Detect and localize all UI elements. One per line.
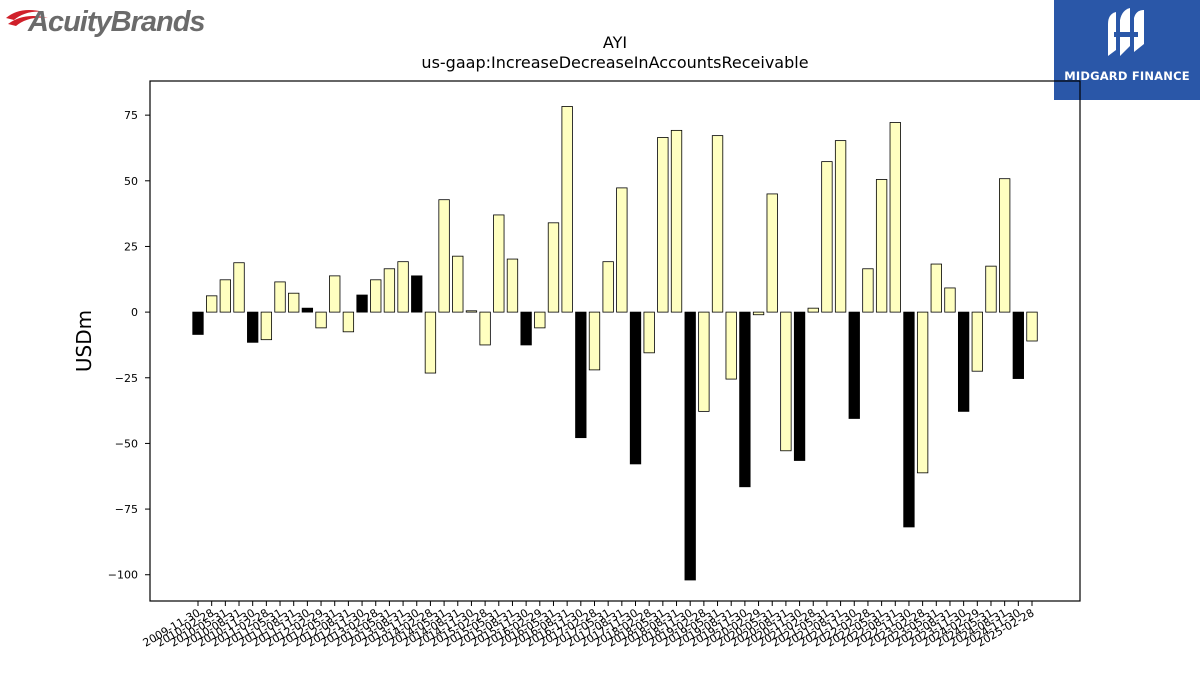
bar-2011-11-30 <box>301 307 314 313</box>
bar-2016-02-29 <box>534 311 546 329</box>
bar-2020-11-30 <box>793 311 806 461</box>
bars-group <box>192 106 1038 581</box>
y-tick-label: 75 <box>124 109 138 122</box>
bar-2023-11-30 <box>957 311 970 412</box>
bar-2019-11-30 <box>739 311 751 488</box>
bar-2012-05-31 <box>329 275 341 313</box>
bar-2023-02-28 <box>916 311 929 474</box>
bar-2017-02-28 <box>588 311 601 371</box>
bar-2021-08-31 <box>834 140 847 313</box>
bar-2013-08-31 <box>397 261 409 313</box>
bar-2013-05-31 <box>383 268 396 313</box>
bar-2018-02-28 <box>643 311 655 354</box>
acuity-brands-logo-text: AcuityBrands <box>27 6 205 38</box>
bar-2016-05-31 <box>547 222 560 313</box>
bar-2019-05-31 <box>711 135 724 313</box>
bar-2010-11-30 <box>247 311 259 343</box>
y-tick-label: −100 <box>108 569 138 582</box>
bar-2017-08-31 <box>616 187 628 313</box>
bar-2015-05-31 <box>493 214 505 313</box>
bar-2014-08-31 <box>452 255 464 313</box>
bar-2011-05-31 <box>274 281 286 313</box>
bar-2024-11-30 <box>1012 311 1024 379</box>
bar-2023-08-31 <box>944 287 956 313</box>
bar-2023-05-31 <box>930 263 942 313</box>
bar-2019-08-31 <box>725 311 737 380</box>
bar-2013-02-28 <box>370 279 382 313</box>
y-axis-ticks: −100 −75 −50 −25 0 25 50 75 <box>108 109 150 582</box>
chart-title: AYI <box>603 33 627 52</box>
y-tick-label: −75 <box>115 503 138 516</box>
bar-2012-08-31 <box>342 311 355 333</box>
bar-2021-11-30 <box>848 311 860 419</box>
acuity-brands-logo-mark: AcuityBrands <box>6 6 206 38</box>
bar-2024-08-31 <box>999 178 1011 313</box>
plot-frame <box>149 80 1081 602</box>
bar-2021-05-31 <box>821 161 833 313</box>
bar-2014-11-30 <box>465 310 478 313</box>
bar-2012-11-30 <box>356 294 368 313</box>
bar-2016-11-30 <box>575 311 587 439</box>
bar-2018-11-30 <box>684 311 696 581</box>
y-tick-label: 0 <box>131 306 138 319</box>
bar-2021-02-28 <box>807 307 819 313</box>
bar-2010-02-28 <box>206 295 218 313</box>
acuity-brands-logo: AcuityBrands <box>4 2 224 40</box>
bar-2014-05-31 <box>438 199 450 313</box>
bar-2024-05-31 <box>985 265 997 313</box>
bar-2024-02-29 <box>971 311 983 372</box>
bar-2020-08-31 <box>780 311 792 452</box>
y-axis-label: USDm <box>72 310 96 372</box>
x-axis-ticks: 2009-11-302010-02-282010-05-312010-08-31… <box>141 601 1037 650</box>
y-tick-label: 25 <box>124 240 138 253</box>
bar-2014-02-28 <box>424 311 437 374</box>
bar-2025-02-28 <box>1026 311 1038 342</box>
bar-2015-11-30 <box>520 311 532 346</box>
y-tick-label: −50 <box>115 437 138 450</box>
bar-2018-05-31 <box>657 137 669 313</box>
bar-2017-11-30 <box>629 311 642 465</box>
midgard-finance-logo: MIDGARD FINANCE <box>1054 0 1200 100</box>
bar-2022-02-28 <box>862 268 874 313</box>
midgard-finance-emblem-icon <box>1108 8 1144 56</box>
bar-2012-02-29 <box>315 311 327 329</box>
chart-subtitle: us-gaap:IncreaseDecreaseInAccountsReceiv… <box>421 53 808 72</box>
bar-2011-02-28 <box>260 311 273 341</box>
bar-2009-11-30 <box>192 311 204 335</box>
midgard-finance-logo-text: MIDGARD FINANCE <box>1064 69 1190 83</box>
bar-2017-05-31 <box>602 261 614 313</box>
bar-2011-08-31 <box>288 292 300 313</box>
bar-2022-08-31 <box>889 122 901 313</box>
bar-2010-05-31 <box>219 279 231 313</box>
bar-2020-02-29 <box>752 311 765 316</box>
bar-2022-11-30 <box>903 311 915 528</box>
bar-2016-08-31 <box>561 106 573 313</box>
bar-2018-08-31 <box>670 129 683 313</box>
y-tick-label: −25 <box>115 372 138 385</box>
bar-2015-08-31 <box>506 258 519 313</box>
bar-2010-08-31 <box>233 262 245 313</box>
bar-2015-02-28 <box>479 311 491 346</box>
bar-2022-05-31 <box>875 179 888 313</box>
bar-2013-11-30 <box>411 275 423 313</box>
bar-2019-02-28 <box>698 311 710 412</box>
y-tick-label: 50 <box>124 175 138 188</box>
bar-2020-05-31 <box>766 193 778 313</box>
